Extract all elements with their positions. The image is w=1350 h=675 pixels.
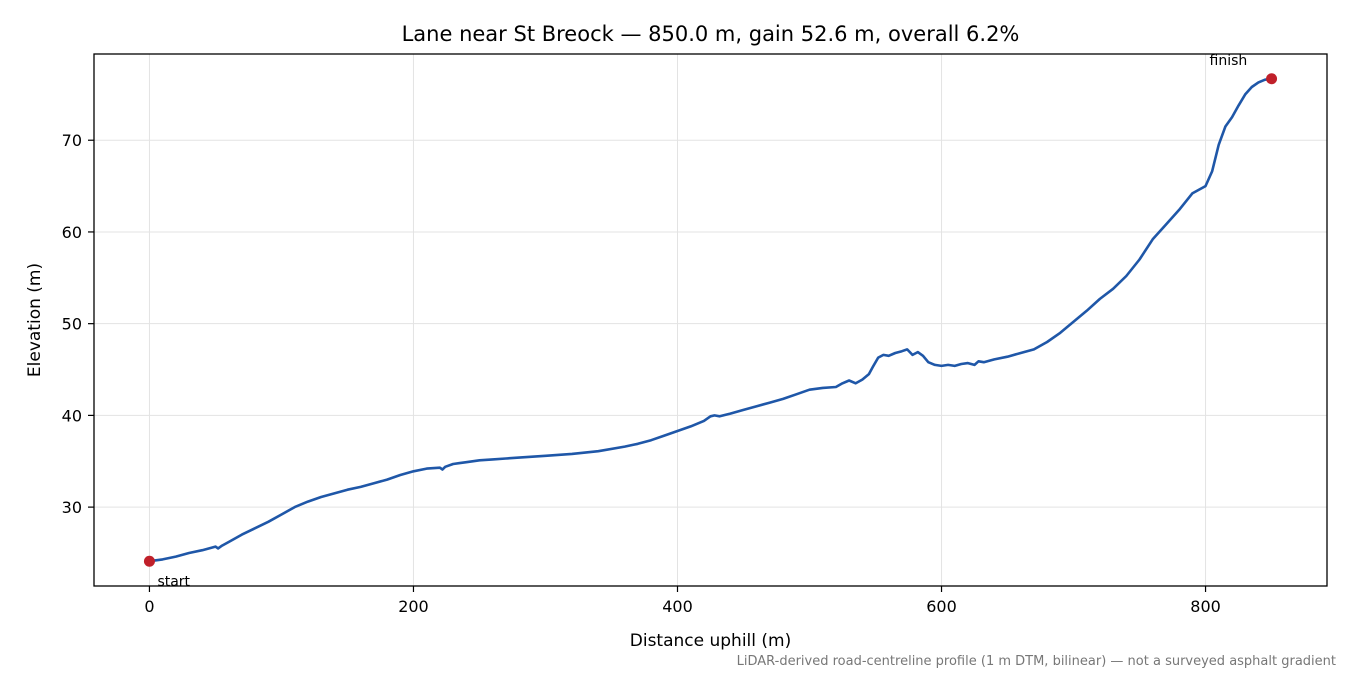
y-axis-label: Elevation (m) — [25, 263, 45, 377]
start-label: start — [157, 574, 190, 590]
start-marker — [143, 555, 155, 567]
y-tick-label: 60 — [62, 223, 82, 242]
y-tick-label: 70 — [62, 131, 82, 150]
y-tick-label: 40 — [62, 406, 82, 425]
chart-title: Lane near St Breock — 850.0 m, gain 52.6… — [402, 22, 1020, 46]
plot-frame — [93, 53, 1328, 587]
x-tick-label: 600 — [926, 597, 957, 616]
finish-marker — [1266, 73, 1278, 85]
x-tick-label: 400 — [662, 597, 693, 616]
y-axis-ticks: 30 40 50 60 70 — [62, 131, 94, 517]
x-tick-label: 800 — [1190, 597, 1221, 616]
y-tick-label: 30 — [62, 498, 82, 517]
finish-label: finish — [1210, 53, 1248, 69]
y-tick-label: 50 — [62, 315, 82, 334]
x-axis-label: Distance uphill (m) — [630, 631, 791, 651]
elevation-series-line — [148, 77, 1273, 563]
x-tick-label: 0 — [144, 597, 154, 616]
x-axis-ticks: 0 200 400 600 800 — [144, 586, 1221, 616]
footnote: LiDAR-derived road-centreline profile (1… — [737, 654, 1336, 669]
x-tick-label: 200 — [398, 597, 429, 616]
